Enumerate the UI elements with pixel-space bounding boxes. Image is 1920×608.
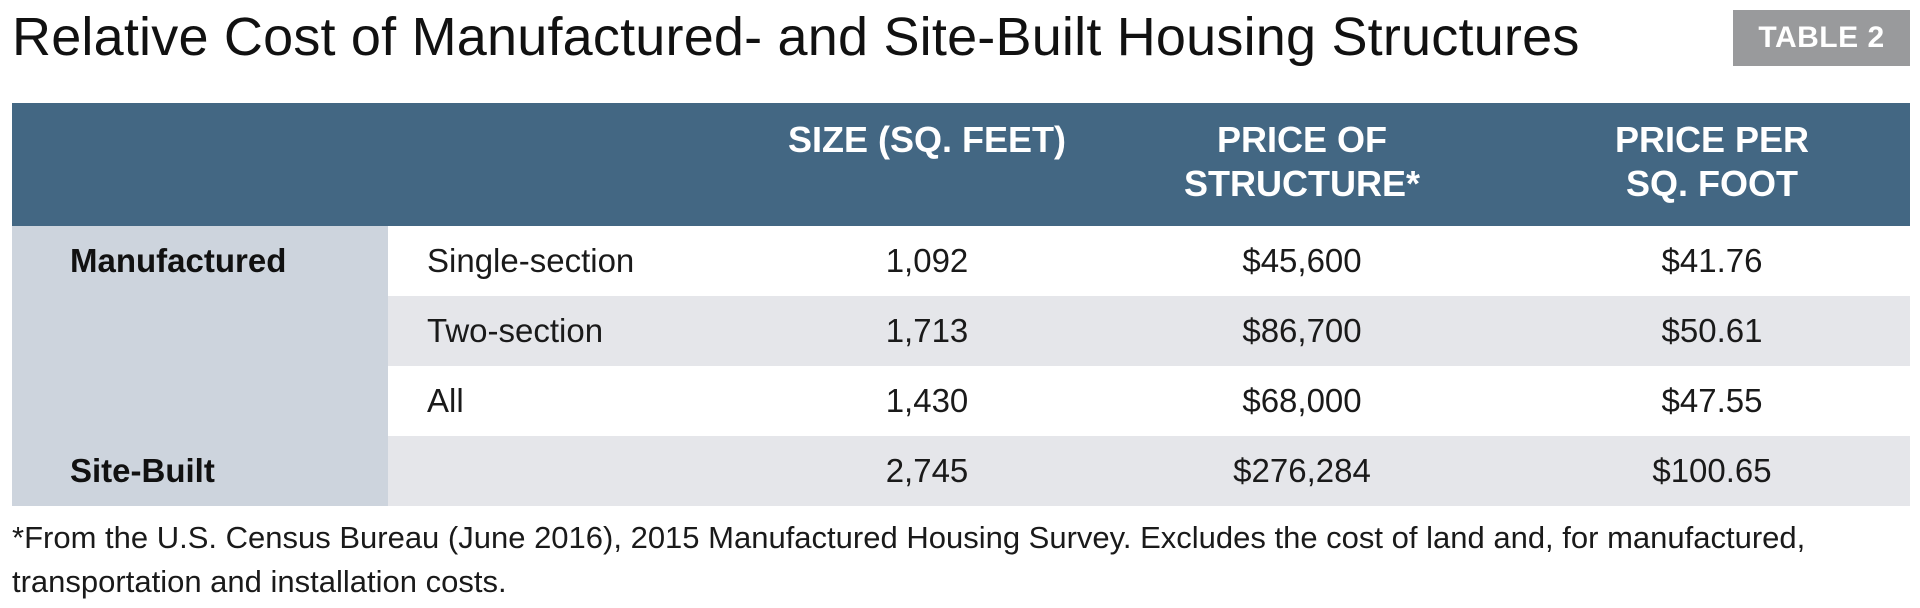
row-price: $86,700 [1242,312,1362,349]
table-row: All 1,430 $68,000 $47.55 [12,366,1910,436]
header-size: SIZE (SQ. FEET) [752,118,1102,162]
row-sub-label: Single-section [427,242,635,279]
row-sub-label: All [427,382,464,419]
cost-table: SIZE (SQ. FEET) PRICE OF STRUCTURE* PRIC… [12,103,1910,506]
table-row: Manufactured Single-section 1,092 $45,60… [12,226,1910,436]
row-size: 1,713 [885,312,969,349]
row-group-label: Site-Built [70,452,215,489]
manufactured-group-cell [12,226,388,436]
header-price-per-sqft: PRICE PER SQ. FOOT [1532,118,1892,206]
table-row: Two-section 1,713 $86,700 $50.61 [12,296,1910,366]
table-footnote: *From the U.S. Census Bureau (June 2016)… [12,520,1806,599]
row-price-per-sqft: $47.55 [1661,382,1763,419]
row-group-label: Manufactured [70,242,287,279]
row-sub-label: Two-section [427,312,604,349]
row-price-per-sqft: $41.76 [1661,242,1763,279]
header-price-line1: PRICE OF [1216,119,1387,160]
header-price-line2: STRUCTURE* [1183,163,1420,204]
header-ppsf-line2: SQ. FOOT [1625,163,1798,204]
table-badge: TABLE 2 [1733,10,1910,66]
site-built-group-cell [12,436,388,506]
page-title: Relative Cost of Manufactured- and Site-… [12,7,1580,67]
row-price: $68,000 [1242,382,1362,419]
header-size-label: SIZE (SQ. FEET) [787,119,1066,160]
row-price-per-sqft: $100.65 [1652,452,1772,489]
row-size: 1,430 [885,382,969,419]
row-price: $45,600 [1242,242,1362,279]
row-size: 2,745 [885,452,969,489]
table-header-row: SIZE (SQ. FEET) PRICE OF STRUCTURE* PRIC… [12,103,1910,226]
header-price: PRICE OF STRUCTURE* [1122,118,1482,206]
header-ppsf-line1: PRICE PER [1614,119,1810,160]
row-price: $276,284 [1233,452,1371,489]
row-price-per-sqft: $50.61 [1661,312,1763,349]
row-size: 1,092 [885,242,969,279]
table-row: Site-Built 2,745 $276,284 $100.65 [12,436,1910,506]
